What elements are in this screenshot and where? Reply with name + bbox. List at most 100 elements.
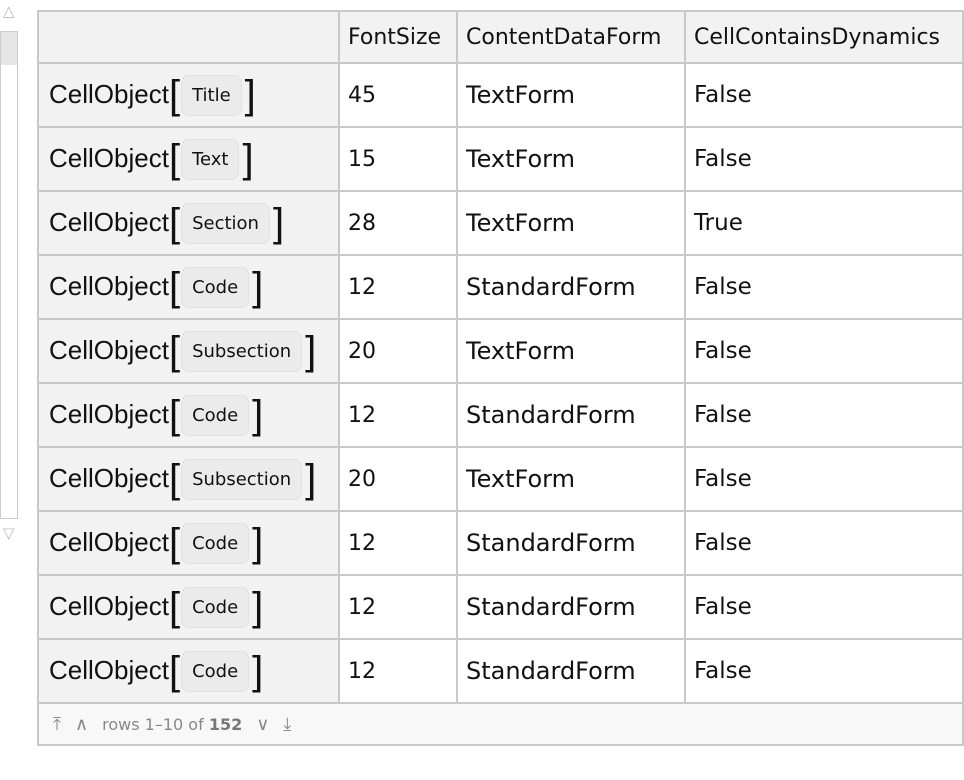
cell-style-chip[interactable]: Title: [181, 75, 242, 117]
cell-object-label: CellObject: [49, 462, 169, 493]
row-key[interactable]: CellObject[Code]: [39, 574, 340, 640]
close-bracket: ]: [252, 264, 264, 309]
close-bracket: ]: [252, 520, 264, 565]
close-bracket: ]: [252, 648, 264, 693]
cell-style-chip[interactable]: Code: [181, 395, 250, 437]
font-size-cell[interactable]: 12: [338, 254, 458, 320]
row-key[interactable]: CellObject[Subsection]: [39, 318, 340, 384]
font-size-cell[interactable]: 15: [338, 126, 458, 192]
table-row[interactable]: CellObject[Title] 45 TextForm False: [39, 62, 962, 128]
content-data-form-cell[interactable]: StandardForm: [456, 638, 686, 704]
cell-object-label: CellObject: [49, 270, 169, 301]
column-header[interactable]: CellContainsDynamics: [684, 12, 962, 64]
content-data-form-cell[interactable]: StandardForm: [456, 254, 686, 320]
row-key[interactable]: CellObject[Title]: [39, 62, 340, 128]
cell-style-chip[interactable]: Code: [181, 587, 250, 629]
cell-object-label: CellObject: [49, 78, 169, 109]
close-bracket: ]: [242, 136, 254, 181]
scroll-thumb[interactable]: [1, 32, 17, 65]
cell-object-label: CellObject: [49, 142, 169, 173]
cell-style-chip[interactable]: Subsection: [181, 459, 303, 501]
content-data-form-cell[interactable]: StandardForm: [456, 574, 686, 640]
column-header[interactable]: [39, 12, 340, 64]
scroll-down-icon[interactable]: ▽: [3, 524, 15, 542]
next-page-icon[interactable]: ∨: [256, 713, 270, 735]
table-row[interactable]: CellObject[Subsection] 20 TextForm False: [39, 318, 962, 384]
content-data-form-cell[interactable]: TextForm: [456, 190, 686, 256]
content-data-form-cell[interactable]: TextForm: [456, 446, 686, 512]
scroll-up-icon[interactable]: △: [3, 2, 15, 20]
close-bracket: ]: [252, 392, 264, 437]
cell-object-label: CellObject: [49, 398, 169, 429]
cell-contains-dynamics-cell[interactable]: False: [684, 574, 962, 640]
cell-contains-dynamics-cell[interactable]: True: [684, 190, 962, 256]
table-row[interactable]: CellObject[Code] 12 StandardForm False: [39, 638, 962, 704]
font-size-cell[interactable]: 12: [338, 574, 458, 640]
table-row[interactable]: CellObject[Section] 28 TextForm True: [39, 190, 962, 256]
previous-page-icon[interactable]: ∧: [74, 713, 89, 735]
cell-contains-dynamics-cell[interactable]: False: [684, 62, 962, 128]
pagination-bar: ⤒ ∧ rows 1–10 of 152 ∨ ⤓: [39, 704, 962, 744]
close-bracket: ]: [305, 328, 317, 373]
open-bracket: [: [168, 520, 181, 565]
row-key[interactable]: CellObject[Text]: [39, 126, 340, 192]
table-row[interactable]: CellObject[Code] 12 StandardForm False: [39, 510, 962, 576]
close-bracket: ]: [305, 456, 317, 501]
cell-style-chip[interactable]: Code: [181, 267, 250, 309]
open-bracket: [: [168, 264, 181, 309]
content-data-form-cell[interactable]: TextForm: [456, 126, 686, 192]
cell-contains-dynamics-cell[interactable]: False: [684, 318, 962, 384]
open-bracket: [: [168, 136, 181, 181]
table-row[interactable]: CellObject[Subsection] 20 TextForm False: [39, 446, 962, 512]
rows-range-label: rows 1–10 of 152: [102, 714, 243, 734]
table-row[interactable]: CellObject[Text] 15 TextForm False: [39, 126, 962, 192]
font-size-cell[interactable]: 20: [338, 318, 458, 384]
row-key[interactable]: CellObject[Code]: [39, 510, 340, 576]
cell-contains-dynamics-cell[interactable]: False: [684, 254, 962, 320]
content-data-form-cell[interactable]: StandardForm: [456, 510, 686, 576]
cell-style-chip[interactable]: Section: [181, 203, 270, 245]
cell-contains-dynamics-cell[interactable]: False: [684, 638, 962, 704]
font-size-cell[interactable]: 20: [338, 446, 458, 512]
cell-object-label: CellObject: [49, 654, 169, 685]
content-data-form-cell[interactable]: TextForm: [456, 318, 686, 384]
scroll-track[interactable]: [0, 31, 18, 519]
row-key[interactable]: CellObject[Code]: [39, 254, 340, 320]
table-row[interactable]: CellObject[Code] 12 StandardForm False: [39, 254, 962, 320]
font-size-cell[interactable]: 12: [338, 382, 458, 448]
open-bracket: [: [168, 584, 181, 629]
cell-contains-dynamics-cell[interactable]: False: [684, 446, 962, 512]
open-bracket: [: [168, 328, 181, 373]
font-size-cell[interactable]: 45: [338, 62, 458, 128]
table-row[interactable]: CellObject[Code] 12 StandardForm False: [39, 382, 962, 448]
font-size-cell[interactable]: 12: [338, 638, 458, 704]
row-key[interactable]: CellObject[Code]: [39, 382, 340, 448]
cell-object-label: CellObject: [49, 526, 169, 557]
row-key[interactable]: CellObject[Subsection]: [39, 446, 340, 512]
content-data-form-cell[interactable]: StandardForm: [456, 382, 686, 448]
first-page-icon[interactable]: ⤒: [53, 713, 61, 735]
cell-object-label: CellObject: [49, 334, 169, 365]
column-header[interactable]: FontSize: [338, 12, 458, 64]
cell-object-label: CellObject: [49, 206, 169, 237]
cell-contains-dynamics-cell[interactable]: False: [684, 510, 962, 576]
open-bracket: [: [168, 200, 181, 245]
last-page-icon[interactable]: ⤓: [283, 713, 292, 735]
row-key[interactable]: CellObject[Section]: [39, 190, 340, 256]
open-bracket: [: [168, 72, 181, 117]
content-data-form-cell[interactable]: TextForm: [456, 62, 686, 128]
font-size-cell[interactable]: 12: [338, 510, 458, 576]
cell-style-chip[interactable]: Subsection: [181, 331, 303, 373]
cell-contains-dynamics-cell[interactable]: False: [684, 126, 962, 192]
cell-contains-dynamics-cell[interactable]: False: [684, 382, 962, 448]
close-bracket: ]: [272, 200, 285, 245]
dataset-table: FontSize ContentDataForm CellContainsDyn…: [37, 10, 964, 746]
column-header[interactable]: ContentDataForm: [456, 12, 686, 64]
close-bracket: ]: [244, 72, 256, 117]
table-row[interactable]: CellObject[Code] 12 StandardForm False: [39, 574, 962, 640]
row-key[interactable]: CellObject[Code]: [39, 638, 340, 704]
cell-style-chip[interactable]: Code: [181, 523, 250, 565]
cell-style-chip[interactable]: Code: [181, 651, 250, 693]
font-size-cell[interactable]: 28: [338, 190, 458, 256]
cell-style-chip[interactable]: Text: [181, 139, 240, 181]
